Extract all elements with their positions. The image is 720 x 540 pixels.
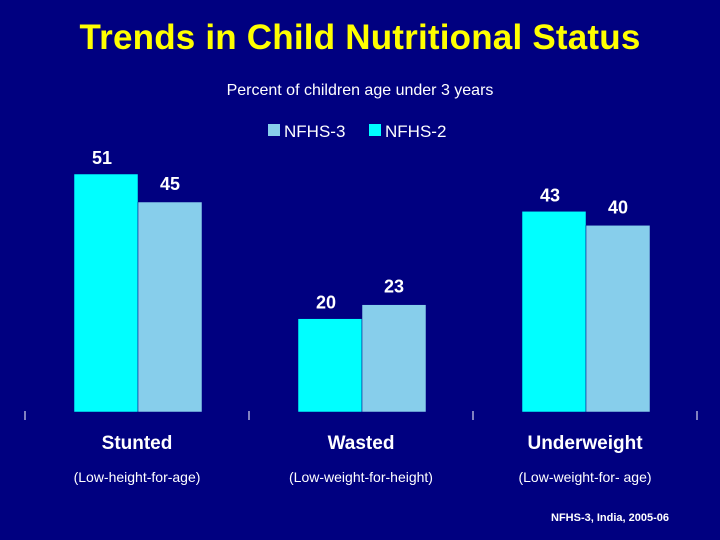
source-note: NFHS-3, India, 2005-06 [551,512,669,524]
category-label: Stunted [102,433,173,454]
data-label: 23 [384,277,404,297]
bar-nfhs-3 [361,304,427,413]
legend-label: NFHS-2 [385,122,446,141]
data-label: 45 [160,174,180,194]
legend-label: NFHS-3 [284,122,345,141]
category-note: (Low-weight-for-height) [289,469,433,485]
data-label: 20 [316,293,336,313]
category-label: Wasted [328,433,395,454]
bar-nfhs-2 [297,318,363,413]
bar-nfhs-3 [137,201,203,413]
bar-nfhs-2 [521,211,587,413]
data-label: 43 [540,185,560,205]
slide-title: Trends in Child Nutritional Status [79,18,641,57]
category-label: Underweight [527,433,643,454]
legend-swatch [369,124,381,136]
bar-nfhs-3 [585,225,651,413]
data-label: 40 [608,197,628,217]
legend-swatch [268,124,280,136]
data-label: 51 [92,148,112,168]
category-note: (Low-height-for-age) [74,469,201,485]
category-note: (Low-weight-for- age) [518,469,651,485]
chart-subtitle: Percent of children age under 3 years [226,82,494,99]
bar-nfhs-2 [73,173,139,413]
